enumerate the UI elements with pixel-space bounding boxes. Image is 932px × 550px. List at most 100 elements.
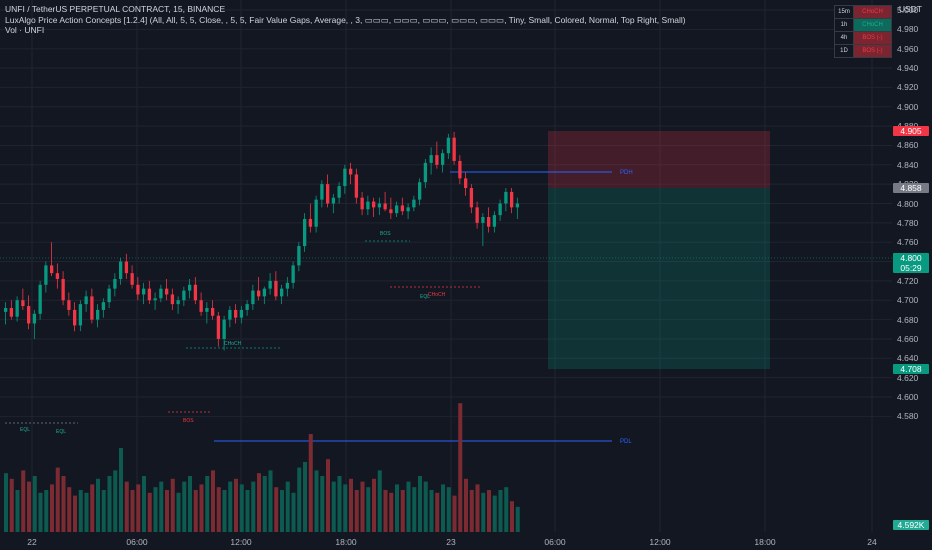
candle-body	[372, 201, 376, 208]
volume-bar	[515, 506, 520, 532]
candle-body	[400, 205, 405, 212]
target-zone[interactable]	[548, 188, 770, 369]
volume-bar	[458, 403, 463, 532]
mtf-row: 4h BOS (-)	[834, 31, 893, 45]
volume-bar	[366, 487, 371, 532]
volume-bar	[262, 476, 267, 532]
volume-bar	[176, 492, 181, 532]
volume-bar	[55, 467, 60, 532]
volume-bar	[67, 487, 72, 532]
candle-body	[412, 199, 416, 208]
candle-body	[84, 296, 88, 305]
volume-bar	[193, 490, 198, 532]
candle-body	[199, 300, 203, 312]
volume-bar	[354, 490, 359, 532]
candle-body	[257, 290, 261, 297]
volume-bar	[314, 470, 319, 532]
candle-body	[32, 313, 37, 324]
price-tick: 4.980	[897, 24, 919, 35]
indicator-title[interactable]: LuxAlgo Price Action Concepts [1.2.4] (A…	[5, 14, 686, 25]
price-tick: 4.600	[897, 392, 919, 402]
volume-bar	[423, 481, 428, 532]
pdl-label: PDL	[620, 439, 632, 445]
candle-body	[9, 307, 14, 317]
candle-body	[297, 246, 301, 266]
volume-bar	[124, 481, 129, 532]
candle-body	[314, 199, 318, 227]
volume-bar	[498, 490, 503, 532]
volume-bar	[320, 476, 325, 532]
volume-bar	[245, 490, 250, 532]
candle-body	[285, 282, 290, 289]
candle-body	[320, 184, 324, 200]
candle-body	[303, 218, 307, 247]
price-tick: 4.800	[897, 198, 919, 209]
volume-bar	[234, 478, 238, 532]
volume-bar	[38, 492, 43, 532]
volume-bar	[257, 473, 261, 532]
volume-bar	[291, 492, 296, 532]
candle-body	[389, 209, 393, 214]
bos-label-2: BOS	[380, 231, 391, 237]
price-tick: 4.720	[897, 275, 919, 286]
mtf-row: 15m CHoCH	[834, 5, 893, 19]
mtf-timeframe: 4h	[834, 31, 854, 45]
currency-label[interactable]: USDT	[898, 4, 922, 14]
pdh-label: PDH	[620, 170, 633, 176]
volume-bar	[469, 490, 474, 532]
time-tick: 06:00	[544, 537, 566, 547]
candle-body	[61, 278, 65, 301]
volume-tag: 4.592K	[893, 520, 929, 530]
candle-body	[147, 288, 152, 301]
price-chart[interactable]: PDH PDL EQL EQL CHoCH BOS BOS CHoCH EQL	[0, 0, 892, 532]
candle-body	[113, 278, 117, 289]
volume-bar	[412, 487, 417, 532]
volume-bar	[211, 470, 215, 532]
stop-zone[interactable]	[548, 131, 770, 188]
candle-body	[101, 302, 106, 310]
price-tick: 4.940	[897, 63, 919, 74]
candle-body	[142, 288, 146, 295]
time-tick: 22	[27, 537, 37, 547]
candle-body	[487, 217, 491, 227]
candle-body	[119, 261, 123, 279]
volume-bar	[452, 495, 457, 532]
candle-body	[383, 203, 387, 210]
candle-body	[153, 298, 157, 301]
candle-body	[458, 160, 462, 179]
volume-bar	[464, 478, 468, 532]
volume-bar	[280, 490, 284, 532]
volume-bar	[188, 476, 192, 532]
volume-bar	[389, 492, 394, 532]
candle-body	[395, 205, 399, 214]
time-tick: 12:00	[230, 537, 252, 547]
volume-bar	[15, 490, 20, 532]
volume-bar	[32, 476, 37, 532]
candle-body	[481, 217, 485, 223]
price-axis[interactable]: USDT 5.0004.9804.9604.9404.9204.9004.880…	[892, 0, 932, 532]
volume-bar	[372, 478, 376, 532]
candle-body	[464, 178, 468, 189]
candle-body	[418, 182, 422, 200]
candle-body	[475, 207, 479, 223]
volume-bar	[165, 490, 169, 532]
volume-title[interactable]: Vol · UNFI	[5, 25, 45, 35]
candle-body	[498, 203, 502, 216]
candle-body	[354, 174, 359, 198]
candle-body	[262, 288, 267, 297]
chart-area[interactable]: PDH PDL EQL EQL CHoCH BOS BOS CHoCH EQL …	[0, 0, 893, 532]
candle-body	[234, 309, 238, 318]
candle-body	[15, 300, 19, 317]
candle-body	[165, 288, 169, 295]
volume-bar	[101, 490, 106, 532]
volume-bar	[343, 484, 348, 532]
candle-body	[107, 288, 111, 303]
volume-bar	[27, 481, 31, 532]
volume-bar	[228, 481, 233, 532]
time-axis[interactable]: 22 06:00 12:00 18:00 23 06:00 12:00 18:00 24	[0, 532, 892, 550]
symbol-title[interactable]: UNFI / TetherUS PERPETUAL CONTRACT, 15, …	[5, 4, 226, 14]
time-tick: 12:00	[649, 537, 671, 547]
candle-body	[216, 315, 221, 339]
candle-body	[159, 288, 163, 299]
candle-body	[188, 284, 192, 291]
